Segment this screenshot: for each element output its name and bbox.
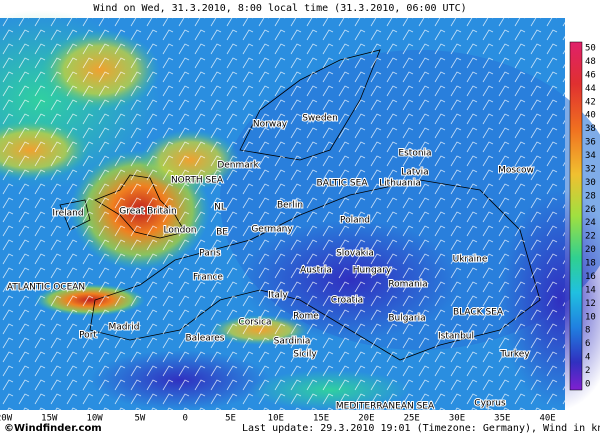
place-label: Bulgaria: [388, 314, 425, 324]
scale-label: 2: [585, 366, 590, 376]
scale-label: 6: [585, 339, 590, 349]
place-label: Poland: [340, 216, 370, 226]
scale-label: 0: [585, 380, 590, 390]
map-labels: Ireland Great Britain London NORTH SEA D…: [6, 113, 535, 413]
place-label: BLACK SEA: [453, 308, 504, 318]
place-label: Port: [79, 331, 97, 341]
place-label: Berlin: [277, 201, 303, 211]
scale-label: 26: [585, 205, 596, 215]
place-label: Ireland: [52, 209, 83, 219]
scale-label: 14: [585, 285, 596, 295]
longitude-label: 20W: [0, 414, 13, 424]
scale-label: 12: [585, 299, 596, 309]
place-label: MEDITERRANEAN SEA: [336, 402, 435, 412]
longitude-label: 0: [182, 414, 187, 424]
longitude-label: 35E: [494, 414, 510, 424]
place-label: Austria: [300, 266, 332, 276]
scale-label: 46: [585, 70, 596, 80]
scale-label: 16: [585, 272, 596, 282]
scale-label: 42: [585, 97, 596, 107]
scale-label: 24: [585, 218, 596, 228]
longitude-label: 5E: [225, 414, 236, 424]
scale-label: 38: [585, 124, 596, 134]
longitude-label: 20E: [358, 414, 374, 424]
place-label: Hungary: [353, 266, 392, 276]
scale-label: 10: [585, 312, 596, 322]
place-label: Madrid: [109, 323, 140, 333]
place-label: London: [164, 226, 197, 236]
place-label: Moscow: [498, 166, 534, 176]
place-label: Sardinia: [274, 337, 311, 347]
scale-label: 32: [585, 164, 596, 174]
scale-label: 40: [585, 111, 596, 121]
longitude-label: 15E: [313, 414, 329, 424]
place-label: France: [193, 273, 223, 283]
place-label: Germany: [251, 225, 293, 235]
longitude-label: 40E: [539, 414, 555, 424]
place-label: Corsica: [238, 318, 271, 328]
logo: ©Windfinder.com: [4, 423, 102, 434]
update-note: Last update: 29.3.2010 19:01 (Timezone: …: [242, 423, 600, 434]
scale-label: 4: [585, 353, 590, 363]
longitude-label: 15W: [41, 414, 58, 424]
place-label: Croatia: [331, 296, 363, 306]
scale-label: 18: [585, 259, 596, 269]
place-label: Sweden: [302, 114, 338, 124]
longitude-axis: 20W 15W 10W 5W 0 5E 10E 15E 20E 25E 30E 35E 40E: [0, 414, 556, 424]
place-label: Estonia: [398, 149, 431, 159]
place-label: Italy: [268, 291, 288, 301]
scale-label: 30: [585, 178, 596, 188]
scale-label: 44: [585, 84, 596, 94]
place-label: Turkey: [499, 350, 530, 360]
scale-label: 48: [585, 57, 596, 67]
title: Wind on Wed, 31.3.2010, 8:00 local time …: [93, 3, 466, 14]
place-label: Cyprus: [474, 399, 506, 409]
scale-label: 50: [585, 44, 596, 54]
place-label: Norway: [253, 120, 288, 130]
map: [0, 10, 600, 410]
place-label: Istanbul: [438, 332, 474, 342]
place-label: Denmark: [217, 161, 259, 171]
longitude-label: 25E: [404, 414, 420, 424]
place-label: Rome: [293, 312, 319, 322]
place-label: Latvia: [401, 168, 428, 178]
longitude-label: 10W: [86, 414, 103, 424]
place-label: Paris: [199, 249, 221, 259]
scale-label: 34: [585, 151, 596, 161]
scale-label: 36: [585, 138, 596, 148]
longitude-label: 10E: [268, 414, 284, 424]
longitude-label: 30E: [449, 414, 465, 424]
place-label: BALTIC SEA: [317, 179, 369, 189]
place-label: Sicily: [293, 350, 317, 360]
place-label: ATLANTIC OCEAN: [7, 283, 85, 293]
scale-label: 28: [585, 191, 596, 201]
place-label: BE: [216, 228, 228, 238]
place-label: NORTH SEA: [171, 176, 224, 186]
place-label: Great Britain: [119, 207, 177, 217]
place-label: Lithuania: [379, 179, 421, 189]
scale-label: 20: [585, 245, 596, 255]
place-label: NL: [214, 203, 226, 213]
place-label: Romania: [388, 280, 427, 290]
place-label: Ukraine: [453, 255, 488, 265]
color-bar: [569, 41, 583, 391]
scale-label: 8: [585, 326, 590, 336]
place-label: Slovakia: [336, 249, 374, 259]
place-label: Baleares: [186, 334, 225, 344]
scale-label: 22: [585, 232, 596, 242]
longitude-label: 5W: [134, 414, 145, 424]
color-scale: 5048464442403836343230282624222018161412…: [585, 44, 596, 390]
